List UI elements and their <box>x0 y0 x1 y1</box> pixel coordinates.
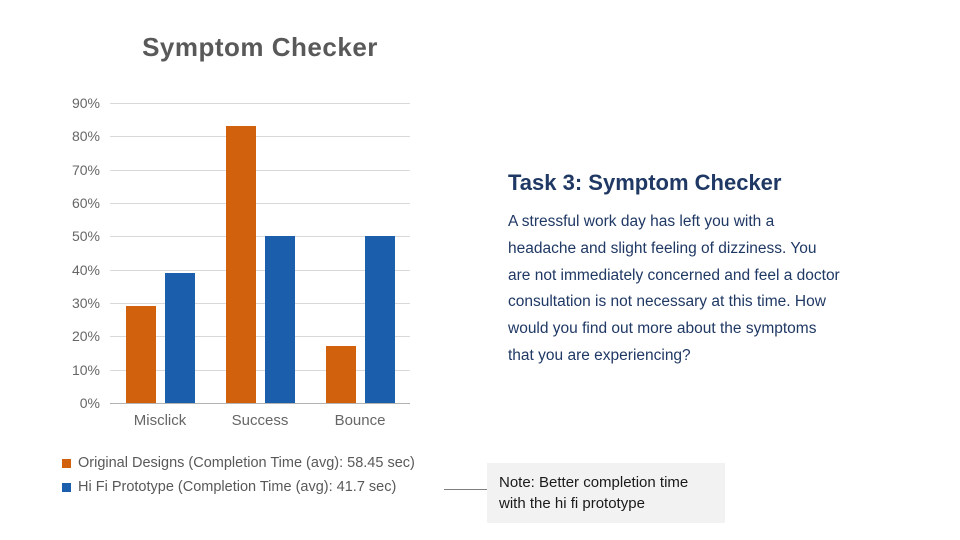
y-tick-label: 50% <box>71 228 100 245</box>
bar <box>365 236 395 403</box>
bar <box>226 126 256 403</box>
note-line: Note: Better completion time <box>499 474 689 491</box>
bar <box>326 346 356 403</box>
gridline <box>110 203 410 204</box>
task-body-line: A stressful work day has left you with a <box>508 213 775 230</box>
category-label: Success <box>231 412 289 429</box>
symptom-checker-chart: Symptom Checker 0% 10% 20% 30% 40% 50% 60% 70% 8… <box>62 32 415 496</box>
category-label: Bounce <box>334 412 386 429</box>
chart-title: Symptom Checker <box>142 32 378 62</box>
plot-area <box>110 103 410 404</box>
legend-swatch <box>62 483 71 492</box>
bar <box>265 236 295 403</box>
note-box: Note: Better completion time with the hi … <box>487 463 725 523</box>
gridline <box>110 236 410 238</box>
y-tick-label: 70% <box>71 161 100 178</box>
bar <box>126 306 156 403</box>
legend-item: Hi Fi Prototype (Completion Time (avg): … <box>62 479 396 496</box>
note-connector-line <box>444 489 487 490</box>
gridline <box>110 169 410 171</box>
category-label: Misclick <box>133 412 187 429</box>
task-body: A stressful work day has left you with a… <box>508 209 880 370</box>
gridline <box>110 103 410 104</box>
task-body-line: would you find out more about the sympto… <box>508 320 817 338</box>
task-body-line: headache and slight feeling of dizziness… <box>508 239 817 257</box>
y-tick-label: 80% <box>71 128 100 145</box>
gridline <box>110 336 410 338</box>
bar <box>165 273 195 403</box>
task-body-line: consultation is not necessary at this ti… <box>508 293 826 311</box>
task-body-line: are not immediately concerned and feel a… <box>508 266 840 284</box>
legend-label: Original Designs (Completion Time (avg):… <box>78 455 415 471</box>
y-tick-label: 20% <box>71 328 100 345</box>
y-tick-label: 0% <box>79 395 100 411</box>
note-line: with the hi fi prototype <box>499 494 645 512</box>
y-tick-label: 90% <box>71 95 100 111</box>
legend-swatch <box>62 459 71 468</box>
y-tick-label: 10% <box>71 361 100 378</box>
task-panel: Task 3: Symptom Checker A stressful work… <box>508 170 880 370</box>
gridline <box>110 403 410 404</box>
task-body-line: that you are experiencing? <box>508 346 691 364</box>
gridline <box>110 303 410 304</box>
gridline <box>110 269 410 271</box>
gridline <box>110 369 410 371</box>
gridline <box>110 136 410 138</box>
y-tick-label: 60% <box>71 195 100 211</box>
legend-label: Hi Fi Prototype (Completion Time (avg): … <box>78 479 397 495</box>
y-tick-label: 30% <box>71 295 100 311</box>
legend-item: Original Designs (Completion Time (avg):… <box>62 455 415 472</box>
task-title: Task 3: Symptom Checker <box>508 170 782 195</box>
y-tick-label: 40% <box>71 261 100 278</box>
